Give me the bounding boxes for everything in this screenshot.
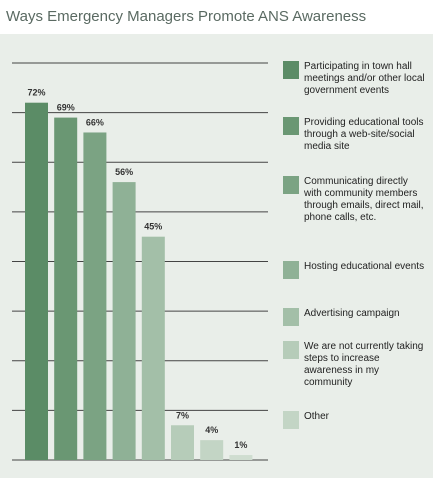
bar [25, 102, 48, 460]
legend-label: We are not currently taking steps to inc… [304, 341, 424, 388]
legend-swatch [283, 61, 299, 79]
legend-label: Hosting educational events [304, 261, 425, 272]
legend-label: Providing educational tools through a we… [304, 117, 424, 152]
legend-swatch [283, 341, 299, 359]
legend-swatch [283, 117, 299, 135]
data-label: 56% [115, 167, 133, 177]
data-label: 1% [234, 440, 247, 450]
data-label: 7% [176, 410, 189, 420]
bar [54, 117, 78, 461]
bar [200, 440, 224, 460]
data-label: 66% [86, 117, 104, 127]
legend-label: Participating in town hall meetings and/… [304, 61, 425, 96]
legend-swatch [283, 308, 299, 326]
legend-swatch [283, 411, 299, 429]
bar [229, 455, 253, 460]
chart-title: Ways Emergency Managers Promote ANS Awar… [6, 8, 367, 25]
data-label: 4% [205, 425, 218, 435]
bar [171, 425, 194, 460]
bar [83, 132, 107, 460]
legend-label: Advertising campaign [304, 308, 400, 319]
bar [112, 182, 136, 460]
legend-swatch [283, 261, 299, 279]
legend-label: Communicating directly with community me… [304, 176, 424, 223]
data-label: 69% [57, 103, 75, 113]
bar [141, 236, 165, 460]
data-label: 72% [27, 88, 45, 98]
data-label: 45% [144, 222, 162, 232]
legend-swatch [283, 176, 299, 194]
legend-label: Other [304, 411, 330, 422]
